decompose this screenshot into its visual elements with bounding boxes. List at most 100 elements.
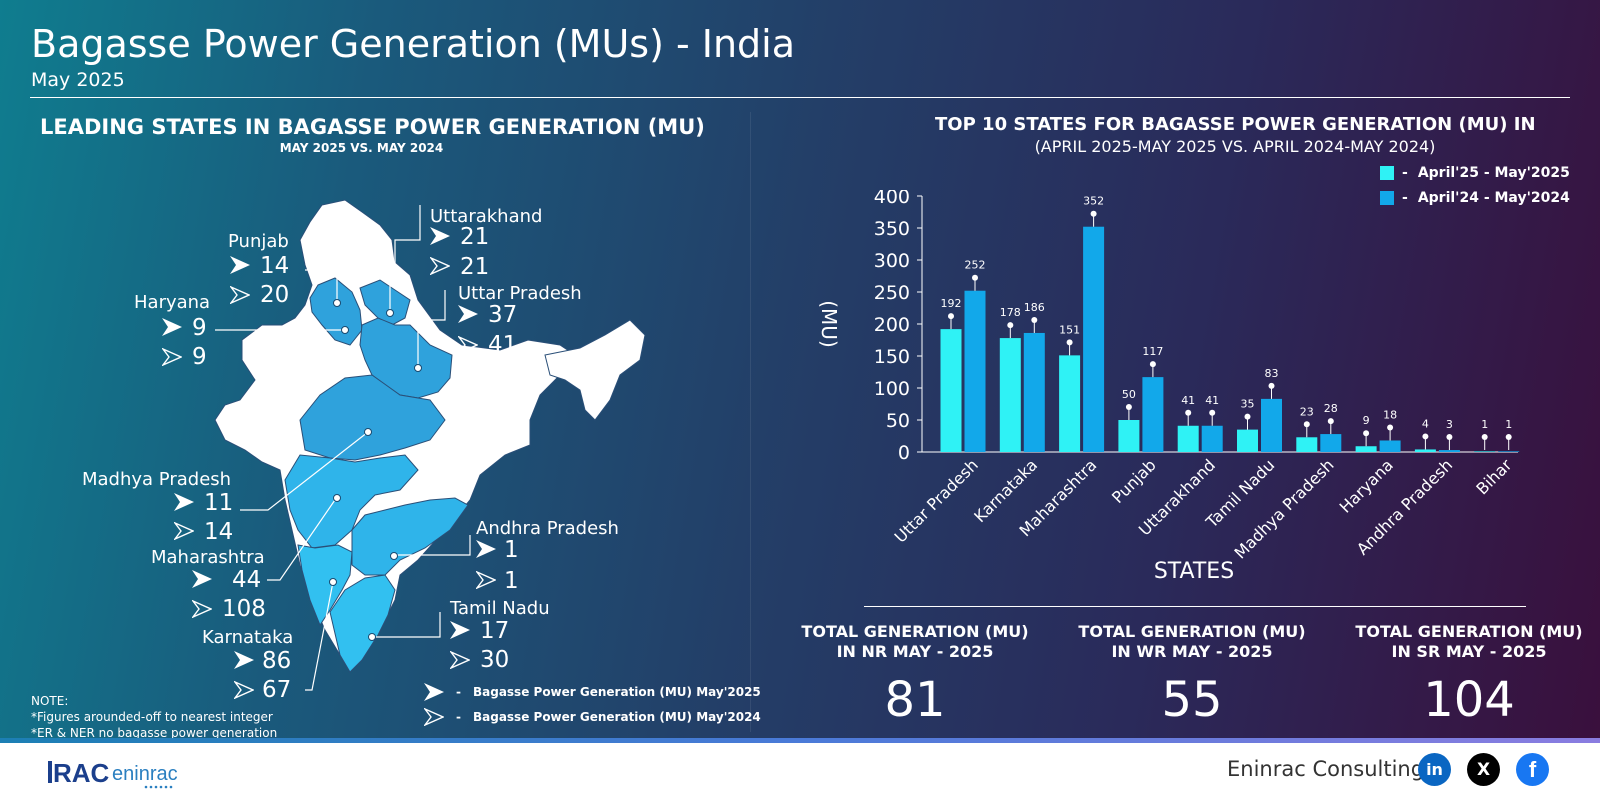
data-label: 252 — [965, 259, 986, 272]
punjab-haryana-shape — [309, 277, 363, 346]
bar-2025 — [1355, 446, 1377, 452]
outline-arrow-icon — [174, 522, 194, 540]
value-2025-andhra-pradesh: 1 — [504, 537, 519, 563]
legend-dash: - — [456, 685, 461, 699]
legend-dash: - — [1402, 190, 1408, 206]
solid-arrow-icon — [458, 305, 478, 323]
state-label-uttar-pradesh: Uttar Pradesh — [458, 283, 582, 304]
brand-name: Eninrac Consulting — [1227, 757, 1425, 781]
state-label-uttarakhand: Uttarakhand — [430, 206, 542, 227]
bar-2024 — [964, 290, 986, 452]
legend-swatch — [1380, 166, 1394, 180]
chart-subheading: (APRIL 2025-MAY 2025 VS. APRIL 2024-MAY … — [1034, 137, 1436, 156]
value-2025-uttarakhand: 21 — [460, 224, 489, 250]
state-label-tamil-nadu: Tamil Nadu — [449, 598, 550, 619]
karnataka-shape — [297, 544, 353, 627]
value-2024-uttarakhand: 21 — [460, 254, 489, 280]
facebook-icon[interactable]: f — [1516, 753, 1549, 786]
data-label: 35 — [1241, 398, 1255, 411]
note-line-2: *ER & NER no bagasse power generation — [31, 726, 278, 740]
total-wr-card: TOTAL GENERATION (MU) IN WR MAY - 2025 5… — [1062, 622, 1322, 728]
legend-series-1-label: April'25 - May'2025 — [1417, 165, 1570, 181]
data-label: 50 — [1122, 388, 1136, 401]
value-2025-punjab: 14 — [260, 253, 289, 279]
bar-2025 — [940, 329, 962, 452]
value-2024-maharashtra: 108 — [222, 596, 266, 622]
x-tick-label: Haryana — [1336, 455, 1397, 516]
leader-lines — [215, 205, 471, 691]
bar-2025 — [1414, 449, 1436, 452]
state-label-maharashtra: Maharashtra — [151, 547, 265, 568]
value-2025-madhya-pradesh: 11 — [204, 490, 233, 516]
x-icon[interactable]: X — [1467, 753, 1500, 786]
value-2024-punjab: 20 — [260, 282, 289, 308]
map-legend-previous: - Bagasse Power Generation (MU) May'2024 — [424, 708, 761, 726]
data-label: 117 — [1142, 345, 1163, 358]
x-axis-label: STATES — [1154, 559, 1234, 584]
state-label-haryana: Haryana — [134, 292, 210, 313]
y-tick-label: 300 — [874, 250, 910, 272]
data-label-dot — [1268, 382, 1275, 389]
total-nr-label-1: TOTAL GENERATION (MU) — [801, 622, 1029, 641]
logo-text-a: RAC — [53, 758, 110, 788]
value-2024-karnataka: 67 — [262, 677, 291, 700]
data-label-dot — [1481, 434, 1488, 440]
page-title: Bagasse Power Generation (MUs) - India — [31, 22, 796, 66]
value-2025-maharashtra: 44 — [232, 567, 261, 593]
value-2025-tamil-nadu: 17 — [480, 618, 509, 644]
total-wr-value: 55 — [1161, 672, 1223, 728]
logo-text-b: eninrac — [112, 763, 178, 785]
value-2024-madhya-pradesh: 14 — [204, 519, 233, 545]
chart-legend-series-1: - April'25 - May'2025 — [1380, 165, 1570, 181]
total-nr-card: TOTAL GENERATION (MU) IN NR MAY - 2025 8… — [785, 622, 1045, 728]
uttar-pradesh-shape — [359, 317, 453, 399]
bar-2024 — [1201, 425, 1223, 452]
data-label-dot — [1125, 404, 1132, 410]
bar-2025 — [1296, 437, 1318, 452]
data-label-dot — [1244, 413, 1251, 420]
total-sr-label-2: IN SR MAY - 2025 — [1391, 642, 1547, 661]
solid-arrow-icon — [162, 318, 182, 336]
value-2024-haryana: 9 — [192, 344, 207, 370]
bar-2024 — [1023, 332, 1045, 452]
y-tick-label: 400 — [874, 190, 910, 208]
header-divider — [30, 97, 1570, 98]
data-label-dot — [1185, 409, 1192, 416]
value-2024-uttar-pradesh: 41 — [488, 332, 517, 358]
solid-arrow-icon — [476, 540, 496, 558]
note-title: NOTE: — [31, 694, 69, 708]
total-nr-label-2: IN NR MAY - 2025 — [836, 642, 994, 661]
data-label: 41 — [1205, 394, 1219, 407]
data-label: 28 — [1324, 402, 1338, 415]
data-label-dot — [1387, 424, 1394, 431]
data-label-dot — [1363, 430, 1370, 437]
data-label: 1 — [1481, 418, 1488, 431]
outline-arrow-icon — [162, 348, 182, 366]
bar-2025 — [999, 338, 1021, 452]
y-tick-label: 50 — [886, 410, 910, 432]
page-subtitle: May 2025 — [31, 69, 125, 91]
data-label: 192 — [941, 297, 962, 310]
outline-arrow-icon — [430, 257, 450, 275]
solid-arrow-icon — [424, 683, 444, 701]
outline-arrow-icon — [230, 286, 250, 304]
value-2025-uttar-pradesh: 37 — [488, 302, 517, 328]
stats-divider — [864, 606, 1526, 607]
linkedin-icon[interactable]: in — [1418, 753, 1451, 786]
uttarakhand-shape — [359, 279, 411, 326]
chart-heading: TOP 10 STATES FOR BAGASSE POWER GENERATI… — [935, 114, 1536, 135]
x-tick-label: Uttar Pradesh — [891, 455, 982, 546]
y-axis-label: (MU) — [817, 300, 841, 348]
solid-arrow-icon — [234, 651, 254, 669]
legend-dash: - — [1402, 165, 1408, 181]
total-sr-label-1: TOTAL GENERATION (MU) — [1355, 622, 1583, 641]
total-sr-card: TOTAL GENERATION (MU) IN SR MAY - 2025 1… — [1339, 622, 1599, 728]
state-marker-dots — [329, 299, 422, 641]
bar-2024 — [1379, 440, 1401, 452]
bar-2024 — [1142, 377, 1164, 452]
data-label: 352 — [1083, 195, 1104, 208]
solid-arrow-icon — [192, 570, 212, 588]
note-line-1: *Figures arounded-off to nearest integer — [31, 710, 273, 724]
data-label-dot — [1209, 409, 1216, 416]
